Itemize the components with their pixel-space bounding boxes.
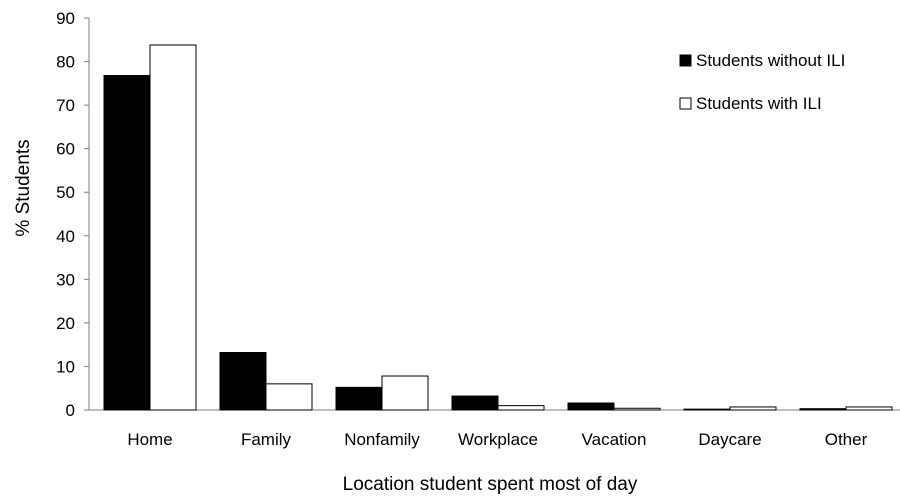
bar-with-ili-vacation (613, 407, 661, 411)
y-axis-title: % Students (13, 139, 34, 236)
bar-without-ili-nonfamily (335, 386, 383, 411)
y-tick-label: 80 (56, 53, 75, 72)
legend-label-without-ili: Students without ILI (696, 51, 845, 70)
x-axis-title: Location student spent most of day (343, 474, 638, 495)
x-tick-label: Family (241, 430, 292, 449)
y-tick-label: 60 (56, 140, 75, 159)
legend-swatch-with-ili (679, 97, 692, 110)
bar-without-ili-home (103, 74, 151, 411)
y-tick-label: 40 (56, 227, 75, 246)
y-tick-label: 30 (56, 270, 75, 289)
y-tick-label: 50 (56, 183, 75, 202)
y-tick-label: 90 (56, 9, 75, 28)
bar-with-ili-nonfamily (381, 375, 429, 411)
bar-with-ili-family (265, 383, 313, 411)
y-tick-label: 20 (56, 314, 75, 333)
bar-without-ili-daycare (683, 408, 731, 411)
bars (103, 44, 893, 411)
bar-without-ili-other (799, 408, 847, 411)
bar-without-ili-family (219, 352, 267, 411)
y-tick-label: 70 (56, 96, 75, 115)
y-tick-label: 10 (56, 357, 75, 376)
bar-with-ili-workplace (497, 405, 545, 411)
bar-with-ili-other (845, 406, 893, 411)
axes (88, 18, 900, 411)
legend-label-with-ili: Students with ILI (696, 94, 822, 113)
bar-with-ili-home (149, 44, 197, 411)
x-tick-label: Nonfamily (344, 430, 420, 449)
x-tick-label: Vacation (582, 430, 647, 449)
bar-without-ili-vacation (567, 402, 615, 411)
y-tick-label: 0 (66, 401, 75, 420)
x-tick-label: Home (127, 430, 172, 449)
legend: Students without ILI Students with ILI (679, 51, 845, 113)
x-tick-label: Workplace (458, 430, 538, 449)
bar-without-ili-workplace (451, 395, 499, 411)
bar-with-ili-daycare (729, 406, 777, 411)
x-ticks: Home Family Nonfamily Workplace Vacation Dayc… (127, 430, 867, 449)
legend-swatch-without-ili (679, 54, 692, 67)
x-tick-label: Daycare (698, 430, 761, 449)
y-ticks: 0 10 20 30 40 50 60 70 80 90 (56, 9, 89, 420)
x-tick-label: Other (825, 430, 868, 449)
